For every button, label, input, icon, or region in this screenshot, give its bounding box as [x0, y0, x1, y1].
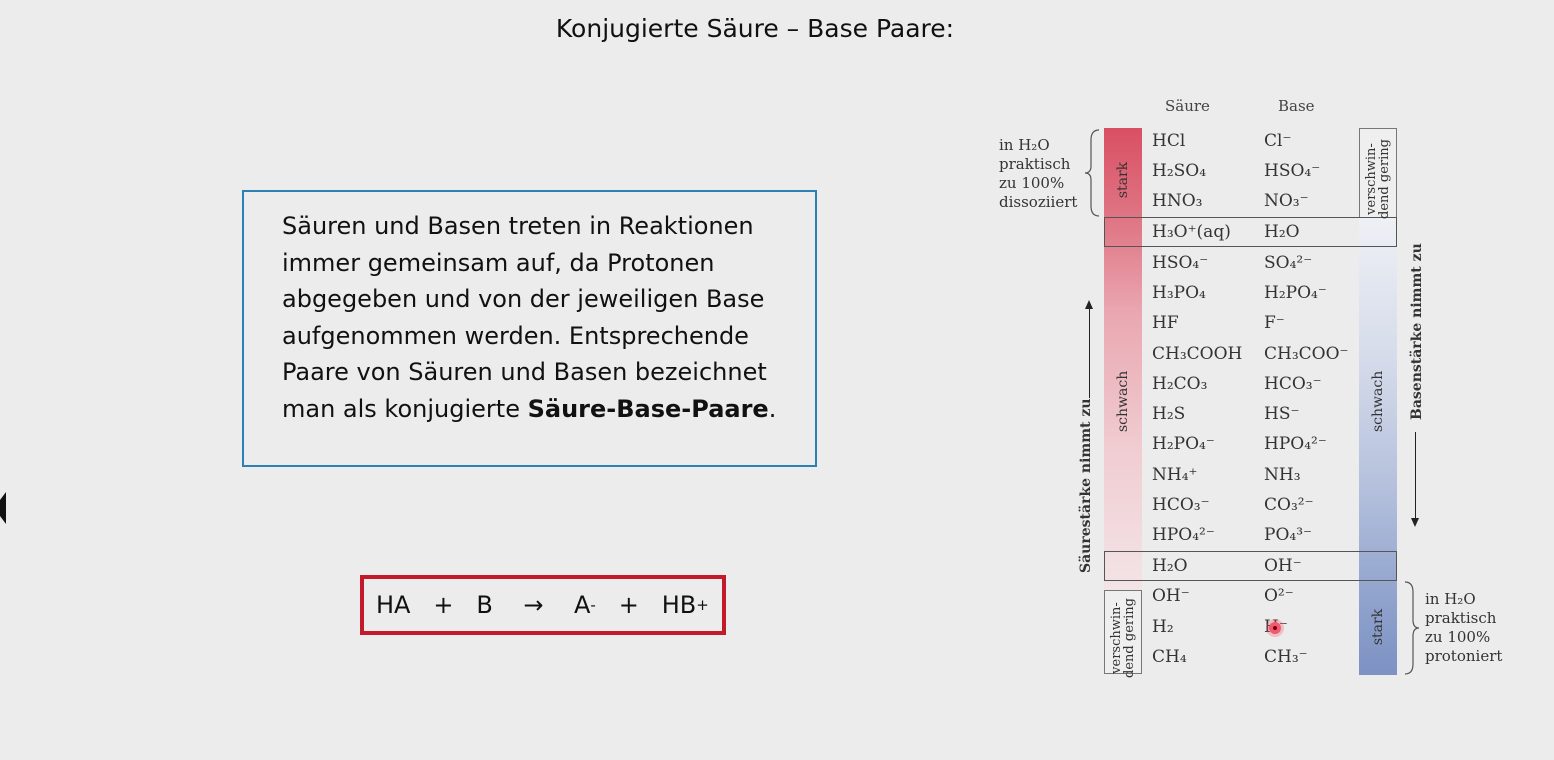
info-line-last: man als konjugierte Säure-Base-Paare.	[282, 391, 802, 428]
eq-plus-2: +	[618, 591, 639, 619]
eq-hb-charge: +	[696, 596, 709, 614]
base-cell: NH₃	[1264, 465, 1301, 485]
info-line: Säuren und Basen treten in Reaktionen	[282, 212, 754, 240]
label-schwach-right: schwach	[1370, 370, 1386, 432]
eq-b: B	[476, 591, 493, 619]
note-line: zu 100%	[999, 174, 1065, 192]
acid-cell: H₂SO₄	[1152, 161, 1207, 181]
acid-cell: H₃O⁺(aq)	[1152, 222, 1231, 242]
base-cell: HPO₄²⁻	[1264, 434, 1327, 454]
acid-cell: OH⁻	[1152, 586, 1190, 606]
base-strength-arrow	[1415, 432, 1416, 520]
acid-cell: H₂O	[1152, 556, 1188, 576]
base-cell: OH⁻	[1264, 556, 1302, 576]
eq-plus-1: +	[433, 591, 454, 619]
base-cell: PO₄³⁻	[1264, 525, 1312, 545]
eq-space	[410, 591, 433, 619]
base-cell: Cl⁻	[1264, 131, 1292, 151]
eq-space	[639, 591, 662, 619]
acid-cell: CH₄	[1152, 647, 1187, 667]
eq-a-charge: -	[590, 596, 596, 614]
base-cell: H₂O	[1264, 222, 1300, 242]
acid-cell: H₃PO₄	[1152, 283, 1206, 303]
info-box: Säuren und Basen treten in Reaktionen im…	[242, 190, 817, 467]
info-line: immer gemeinsam auf, da Protonen	[282, 248, 715, 277]
acid-cell: HSO₄⁻	[1152, 253, 1209, 273]
base-cell: CO₃²⁻	[1264, 495, 1314, 515]
base-cell: H₂PO₄⁻	[1264, 283, 1327, 303]
info-line: abgegeben und von der jeweiligen Base	[282, 285, 765, 313]
acid-cell: H₂CO₃	[1152, 374, 1208, 394]
eq-hb: HB	[661, 591, 697, 619]
info-line: Paare von Säuren und Basen bezeichnet	[282, 358, 767, 386]
equation-box: HA + B → A- + HB +	[360, 575, 726, 635]
info-line: aufgenommen werden. Entsprechende	[282, 321, 749, 350]
base-cell: O²⁻	[1264, 586, 1294, 606]
label-verschwindend-right: verschwin-dend gering	[1364, 139, 1392, 219]
base-cell: CH₃⁻	[1264, 647, 1308, 667]
label-schwach-left: schwach	[1115, 370, 1131, 432]
slide-title: Konjugierte Säure – Base Paare:	[555, 14, 955, 43]
cursor-pointer-icon	[1269, 622, 1281, 634]
eq-arrow: →	[523, 591, 544, 619]
label-stark-left: stark	[1115, 161, 1131, 199]
row-box-h3o	[1104, 217, 1397, 247]
label-stark-right: stark	[1370, 608, 1386, 646]
base-cell: HCO₃⁻	[1264, 374, 1322, 394]
label-verschwindend-left: verschwin-dend gering	[1109, 598, 1137, 678]
base-strength-bar	[1359, 218, 1397, 675]
base-cell: HS⁻	[1264, 404, 1300, 424]
acid-cell: HF	[1152, 313, 1179, 333]
base-negligible-box	[1359, 128, 1397, 218]
acid-cell: HPO₄²⁻	[1152, 525, 1215, 545]
note-line: protoniert	[1425, 647, 1503, 665]
acid-cell: CH₃COOH	[1152, 344, 1243, 364]
note-line: praktisch	[1425, 609, 1497, 627]
acid-cell: HCl	[1152, 131, 1186, 151]
base-cell: SO₄²⁻	[1264, 253, 1313, 273]
header-base: Base	[1278, 97, 1315, 115]
eq-a: A	[573, 591, 591, 619]
acid-strength-label: Säurestärke nimmt zu	[1078, 398, 1094, 573]
eq-space	[596, 591, 619, 619]
right-brace-icon	[1404, 581, 1420, 675]
note-line: dissoziiert	[999, 193, 1078, 211]
row-box-h2o	[1104, 551, 1397, 581]
eq-space	[453, 591, 476, 619]
previous-slide-arrow-icon[interactable]	[0, 492, 6, 524]
base-cell: NO₃⁻	[1264, 191, 1309, 211]
info-text: Säuren und Basen treten in Reaktionen im…	[282, 208, 802, 427]
note-line: in H₂O	[999, 136, 1050, 154]
left-top-note: in H₂O praktisch zu 100% dissoziiert	[999, 136, 1077, 212]
note-line: in H₂O	[1425, 590, 1476, 608]
base-strength-arrow-head-icon	[1411, 518, 1419, 527]
acid-cell: NH₄⁺	[1152, 465, 1198, 485]
info-last-prefix: man als konjugierte	[282, 394, 528, 423]
left-brace-icon	[1084, 129, 1100, 217]
info-last-suffix: .	[768, 394, 777, 423]
eq-space	[493, 591, 524, 619]
acid-cell: HCO₃⁻	[1152, 495, 1210, 515]
right-bottom-note: in H₂O praktisch zu 100% protoniert	[1425, 590, 1502, 666]
acid-cell: H₂PO₄⁻	[1152, 434, 1215, 454]
note-line: zu 100%	[1425, 628, 1491, 646]
acid-strength-bar	[1104, 128, 1142, 590]
eq-ha: HA	[376, 591, 411, 619]
eq-space	[543, 591, 574, 619]
info-last-bold: Säure-Base-Paare	[527, 394, 769, 423]
acid-cell: H₂S	[1152, 404, 1186, 424]
acid-strength-arrow	[1089, 306, 1090, 398]
header-acid: Säure	[1165, 97, 1210, 115]
acid-negligible-box	[1104, 590, 1142, 674]
base-strength-label: Basenstärke nimmt zu	[1409, 243, 1425, 420]
base-cell: F⁻	[1264, 313, 1285, 333]
acid-cell: H₂	[1152, 617, 1174, 637]
acid-cell: HNO₃	[1152, 191, 1203, 211]
note-line: praktisch	[999, 155, 1071, 173]
base-cell: HSO₄⁻	[1264, 161, 1321, 181]
base-cell: CH₃COO⁻	[1264, 344, 1349, 364]
acid-strength-arrow-head-icon	[1085, 300, 1093, 309]
